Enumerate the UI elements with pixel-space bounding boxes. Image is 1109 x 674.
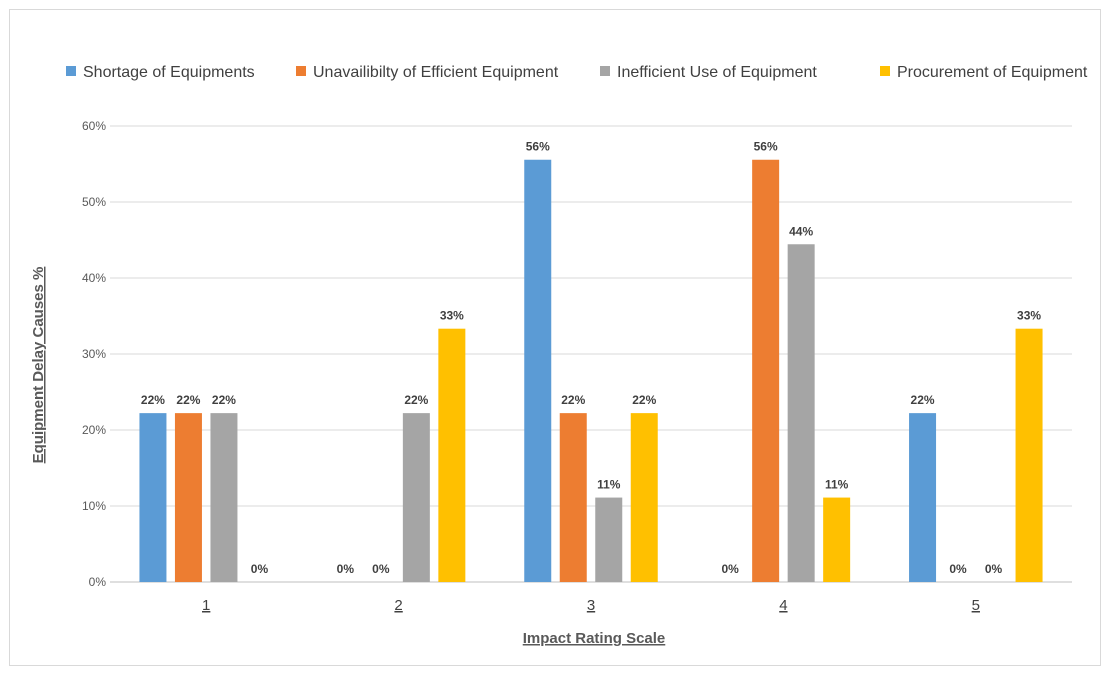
x-category-label: 1	[202, 597, 210, 614]
bar-inefficient-use-of-equipment-cat-4	[787, 244, 815, 583]
y-tick-label: 20%	[82, 423, 106, 437]
bar-shortage-of-equipments-cat-3	[524, 159, 552, 582]
data-label: 56%	[754, 140, 778, 154]
bar-procurement-of-equipment-cat-3	[630, 413, 658, 582]
bars	[139, 159, 1043, 583]
legend-swatch	[880, 66, 890, 76]
data-label: 0%	[251, 562, 269, 576]
data-label: 0%	[721, 562, 739, 576]
bar-inefficient-use-of-equipment-cat-1	[210, 413, 238, 582]
legend-swatch	[600, 66, 610, 76]
legend: Shortage of Equipments Unavailibilty of E…	[66, 64, 1088, 81]
data-label: 0%	[372, 562, 390, 576]
x-axis-categories: 1 2 3 4 5	[202, 597, 980, 614]
data-label: 0%	[337, 562, 355, 576]
data-label: 22%	[561, 393, 585, 407]
bar-unavailibilty-of-efficient-equipment-cat-1	[174, 413, 202, 582]
data-label: 0%	[949, 562, 967, 576]
bar-procurement-of-equipment-cat-4	[823, 497, 851, 582]
bar-inefficient-use-of-equipment-cat-2	[402, 413, 430, 582]
data-label: 22%	[212, 393, 236, 407]
bar-unavailibilty-of-efficient-equipment-cat-3	[559, 413, 587, 582]
legend-label: Inefficient Use of Equipment	[617, 64, 817, 81]
data-labels: 22% 22% 22% 0% 0% 0% 22% 33% 56% 22% 11% 22% 0% 56% 44…	[141, 140, 1041, 576]
data-label: 44%	[789, 224, 813, 238]
bar-unavailibilty-of-efficient-equipment-cat-4	[752, 159, 780, 582]
data-label: 11%	[825, 478, 849, 492]
y-tick-label: 60%	[82, 119, 106, 133]
data-label: 22%	[632, 393, 656, 407]
bar-chart: Shortage of Equipments Unavailibilty of E…	[30, 64, 1088, 647]
y-tick-label: 0%	[89, 575, 107, 589]
y-tick-label: 40%	[82, 271, 106, 285]
legend-label: Procurement of Equipment	[897, 64, 1088, 81]
data-label: 22%	[911, 393, 935, 407]
x-category-label: 5	[972, 597, 980, 614]
legend-label: Shortage of Equipments	[83, 64, 255, 81]
legend-item-procurement-of-equipment: Procurement of Equipment	[880, 64, 1088, 81]
bar-procurement-of-equipment-cat-5	[1015, 328, 1043, 582]
data-label: 22%	[176, 393, 200, 407]
data-label: 22%	[404, 393, 428, 407]
bar-inefficient-use-of-equipment-cat-3	[595, 497, 623, 582]
bar-shortage-of-equipments-cat-1	[139, 413, 167, 582]
y-tick-label: 50%	[82, 195, 106, 209]
x-category-label: 2	[394, 597, 402, 614]
legend-item-unavailibilty-of-efficient-equipment: Unavailibilty of Efficient Equipment	[296, 64, 559, 81]
y-tick-label: 30%	[82, 347, 106, 361]
y-axis-title: Equipment Delay Causes %	[30, 267, 47, 464]
data-label: 33%	[1017, 309, 1041, 323]
data-label: 33%	[440, 309, 464, 323]
legend-swatch	[66, 66, 76, 76]
bar-shortage-of-equipments-cat-5	[909, 413, 937, 582]
legend-swatch	[296, 66, 306, 76]
bar-procurement-of-equipment-cat-2	[438, 328, 466, 582]
data-label: 11%	[597, 478, 621, 492]
x-axis-title: Impact Rating Scale	[523, 630, 666, 647]
gridlines	[110, 125, 1072, 583]
data-label: 0%	[985, 562, 1003, 576]
x-category-label: 4	[779, 597, 787, 614]
data-label: 56%	[526, 140, 550, 154]
y-axis-ticks: 0% 10% 20% 30% 40% 50% 60%	[82, 119, 106, 589]
y-tick-label: 10%	[82, 499, 106, 513]
legend-item-inefficient-use-of-equipment: Inefficient Use of Equipment	[600, 64, 817, 81]
x-category-label: 3	[587, 597, 595, 614]
legend-label: Unavailibilty of Efficient Equipment	[313, 64, 559, 81]
legend-item-shortage-of-equipments: Shortage of Equipments	[66, 64, 255, 81]
chart-frame: Shortage of Equipments Unavailibilty of E…	[9, 9, 1101, 666]
data-label: 22%	[141, 393, 165, 407]
